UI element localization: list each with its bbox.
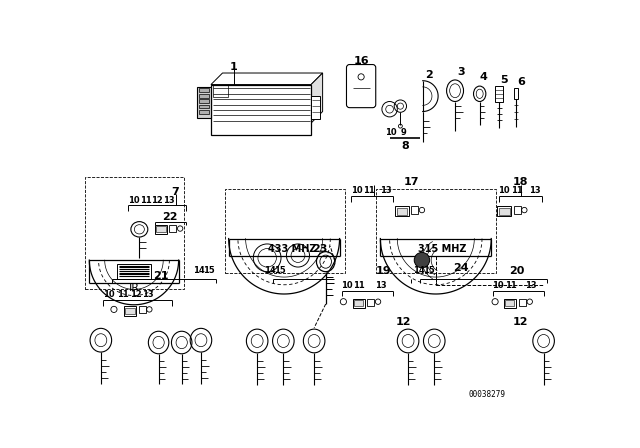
Text: 10: 10 xyxy=(351,186,362,195)
Bar xyxy=(397,208,407,215)
Text: 13: 13 xyxy=(374,281,386,290)
Text: 10: 10 xyxy=(340,281,352,290)
Bar xyxy=(198,99,209,103)
Text: 22: 22 xyxy=(163,212,178,222)
Text: 4: 4 xyxy=(479,72,488,82)
Text: 15: 15 xyxy=(203,267,214,276)
Bar xyxy=(513,206,520,214)
Text: 8: 8 xyxy=(401,141,409,151)
Bar xyxy=(198,104,209,108)
Text: 12: 12 xyxy=(130,290,141,299)
Text: 21: 21 xyxy=(153,271,169,280)
Text: 14: 14 xyxy=(193,267,205,276)
Bar xyxy=(125,308,135,314)
Text: 15: 15 xyxy=(275,267,286,276)
Text: 18: 18 xyxy=(513,177,528,187)
Bar xyxy=(170,225,175,232)
Bar xyxy=(198,88,209,92)
Bar xyxy=(513,88,518,99)
Text: 15: 15 xyxy=(423,267,435,276)
Text: 6: 6 xyxy=(517,77,525,87)
Bar xyxy=(139,306,145,313)
Polygon shape xyxy=(311,73,323,123)
Text: 11: 11 xyxy=(511,186,522,195)
Text: 13: 13 xyxy=(163,196,175,205)
Text: 13: 13 xyxy=(142,290,154,299)
Bar xyxy=(156,226,166,233)
FancyBboxPatch shape xyxy=(346,65,376,108)
Bar xyxy=(495,86,503,102)
Bar xyxy=(353,299,365,308)
Text: 20: 20 xyxy=(509,266,524,276)
Bar xyxy=(499,208,509,215)
Bar xyxy=(497,206,511,216)
Text: 16: 16 xyxy=(353,56,369,66)
Text: 13: 13 xyxy=(529,186,540,195)
Text: 11: 11 xyxy=(140,196,152,205)
Text: 2: 2 xyxy=(425,69,433,80)
Text: 10: 10 xyxy=(492,281,503,290)
Bar xyxy=(376,189,496,273)
Bar xyxy=(155,225,167,234)
Text: 00038279: 00038279 xyxy=(468,390,505,399)
Bar xyxy=(198,94,209,98)
Text: 9: 9 xyxy=(401,128,406,137)
Text: 5: 5 xyxy=(500,75,508,85)
Bar xyxy=(124,306,136,315)
Text: 1: 1 xyxy=(230,62,238,72)
Text: 14: 14 xyxy=(264,267,276,276)
Text: 12: 12 xyxy=(513,317,528,327)
Text: IR: IR xyxy=(129,283,140,293)
Text: 3: 3 xyxy=(458,67,465,77)
Text: 10: 10 xyxy=(128,196,140,205)
Text: 7: 7 xyxy=(172,186,179,197)
Text: 10: 10 xyxy=(499,186,510,195)
Bar xyxy=(411,206,418,214)
Text: 11: 11 xyxy=(353,281,365,290)
Bar xyxy=(211,85,311,134)
Bar xyxy=(395,206,409,216)
Text: 10: 10 xyxy=(385,128,397,137)
Bar xyxy=(225,189,345,273)
Text: 315 MHZ: 315 MHZ xyxy=(418,244,466,254)
Text: 10: 10 xyxy=(104,290,115,299)
Text: 17: 17 xyxy=(403,177,419,187)
Bar xyxy=(86,177,184,289)
Text: 12: 12 xyxy=(151,196,163,205)
Polygon shape xyxy=(211,73,323,85)
Circle shape xyxy=(414,252,429,268)
Text: 23: 23 xyxy=(312,244,327,254)
Text: 13: 13 xyxy=(380,186,392,195)
Bar xyxy=(197,87,211,118)
Text: 11: 11 xyxy=(363,186,374,195)
Bar xyxy=(198,110,209,114)
Bar xyxy=(519,299,526,306)
Text: 19: 19 xyxy=(376,266,391,276)
Bar xyxy=(367,299,374,306)
Text: 24: 24 xyxy=(452,263,468,273)
Bar xyxy=(117,264,151,280)
Text: 11: 11 xyxy=(116,290,128,299)
Bar xyxy=(311,96,320,119)
Text: 11: 11 xyxy=(504,281,516,290)
Text: 433 MHZ: 433 MHZ xyxy=(268,244,316,254)
Bar xyxy=(212,85,228,97)
Text: 13: 13 xyxy=(525,281,536,290)
Text: 14: 14 xyxy=(413,267,425,276)
Bar xyxy=(354,300,364,306)
Bar xyxy=(504,299,516,308)
Text: 12: 12 xyxy=(396,317,412,327)
Bar xyxy=(505,300,515,306)
